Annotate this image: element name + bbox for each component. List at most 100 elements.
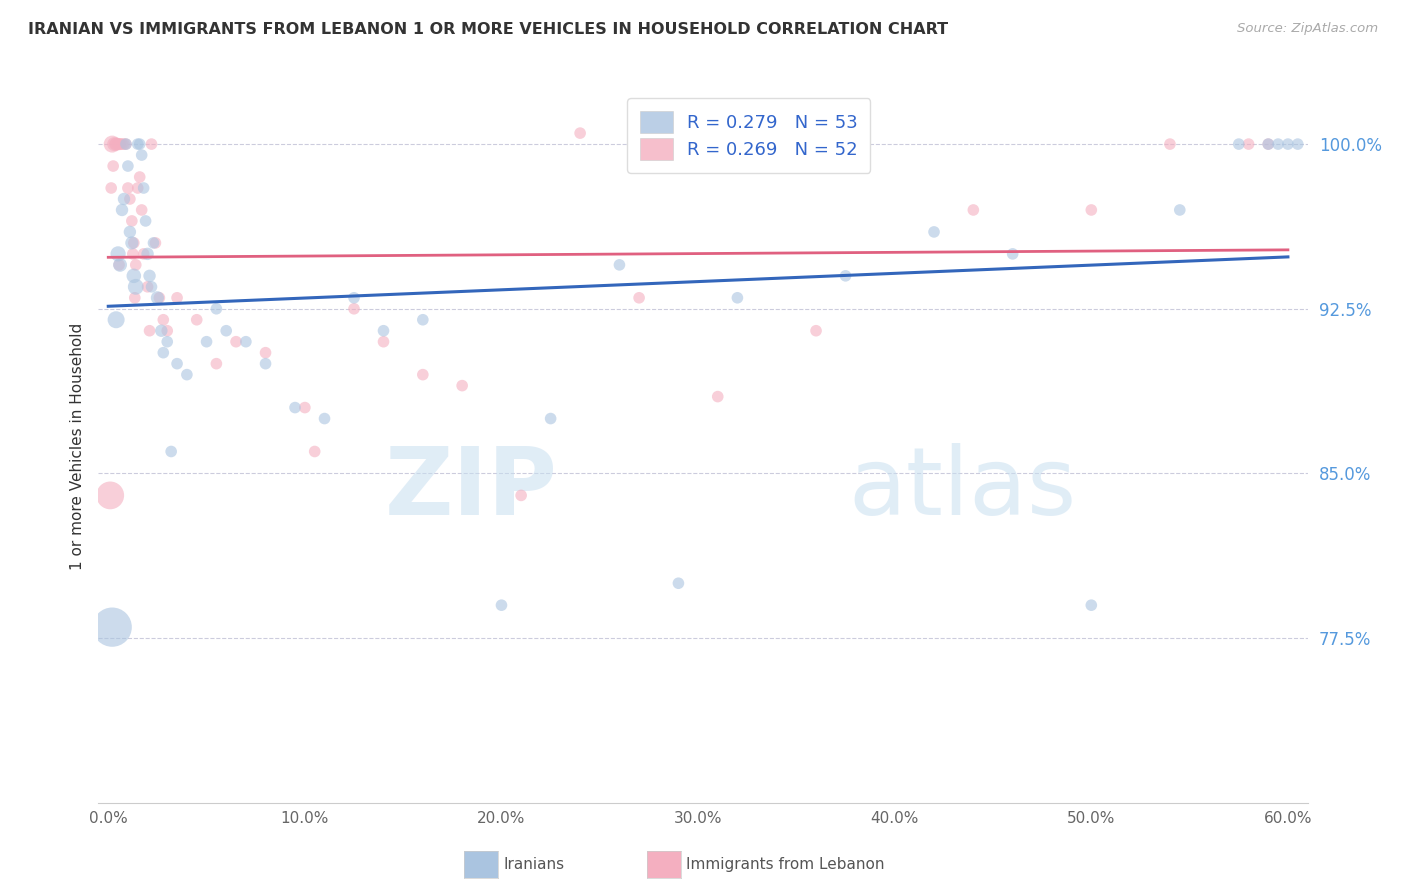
Point	[121, 235, 143, 250]
Point	[609, 258, 631, 272]
Legend: R = 0.279   N = 53, R = 0.269   N = 52: R = 0.279 N = 53, R = 0.269 N = 52	[627, 98, 870, 173]
Point	[491, 598, 513, 612]
Point	[127, 137, 149, 152]
Point	[628, 291, 651, 305]
Point	[343, 301, 366, 316]
Point	[108, 137, 131, 152]
Point	[1080, 598, 1102, 612]
Point	[1168, 202, 1191, 217]
Point	[145, 235, 167, 250]
Point	[1159, 137, 1181, 152]
Point	[136, 280, 159, 294]
Point	[136, 247, 159, 261]
Point	[111, 137, 134, 152]
Point	[100, 181, 122, 195]
Text: IRANIAN VS IMMIGRANTS FROM LEBANON 1 OR MORE VEHICLES IN HOUSEHOLD CORRELATION C: IRANIAN VS IMMIGRANTS FROM LEBANON 1 OR …	[28, 22, 948, 37]
Point	[132, 247, 155, 261]
Point	[195, 334, 218, 349]
Point	[254, 345, 277, 359]
Point	[205, 301, 228, 316]
Point	[166, 291, 188, 305]
Point	[1286, 137, 1309, 152]
Point	[834, 268, 856, 283]
Point	[112, 137, 135, 152]
Point	[125, 258, 148, 272]
Point	[1001, 247, 1024, 261]
Point	[148, 291, 170, 305]
Point	[142, 235, 165, 250]
Point	[103, 137, 125, 152]
Text: Source: ZipAtlas.com: Source: ZipAtlas.com	[1237, 22, 1378, 36]
Point	[118, 225, 141, 239]
Point	[804, 324, 827, 338]
Point	[510, 488, 533, 502]
Point	[128, 137, 150, 152]
Point	[132, 181, 155, 195]
Point	[131, 148, 153, 162]
Point	[108, 258, 131, 272]
Point	[1257, 137, 1279, 152]
Point	[138, 268, 160, 283]
Point	[1237, 137, 1260, 152]
Point	[121, 214, 143, 228]
Point	[314, 411, 336, 425]
Point	[117, 159, 139, 173]
Point	[540, 411, 562, 425]
Point	[304, 444, 326, 458]
Point	[101, 620, 124, 634]
Point	[412, 368, 434, 382]
Point	[141, 137, 163, 152]
Point	[166, 357, 188, 371]
Point	[225, 334, 247, 349]
Point	[725, 291, 748, 305]
Point	[122, 235, 145, 250]
Point	[107, 137, 129, 152]
Point	[118, 192, 141, 206]
Point	[1277, 137, 1299, 152]
Point	[569, 126, 592, 140]
Point	[284, 401, 307, 415]
Point	[124, 291, 146, 305]
Point	[127, 181, 149, 195]
Text: atlas: atlas	[848, 442, 1077, 535]
Point	[160, 444, 183, 458]
Point	[156, 334, 179, 349]
Point	[111, 202, 134, 217]
Point	[135, 214, 157, 228]
Point	[104, 137, 127, 152]
Point	[150, 324, 173, 338]
Point	[1257, 137, 1279, 152]
Point	[141, 280, 163, 294]
Point	[125, 280, 148, 294]
Point	[922, 225, 945, 239]
Point	[1267, 137, 1289, 152]
Point	[115, 137, 138, 152]
Point	[146, 291, 169, 305]
Point	[115, 137, 138, 152]
Text: Immigrants from Lebanon: Immigrants from Lebanon	[686, 857, 884, 871]
Point	[668, 576, 690, 591]
Point	[112, 192, 135, 206]
Point	[235, 334, 257, 349]
Point	[373, 334, 395, 349]
Point	[294, 401, 316, 415]
Point	[1227, 137, 1250, 152]
Point	[706, 390, 728, 404]
Point	[412, 312, 434, 326]
Point	[152, 345, 174, 359]
Point	[215, 324, 238, 338]
Point	[105, 137, 128, 152]
Text: ZIP: ZIP	[385, 442, 558, 535]
Point	[107, 247, 129, 261]
Point	[373, 324, 395, 338]
Y-axis label: 1 or more Vehicles in Household: 1 or more Vehicles in Household	[69, 322, 84, 570]
Point	[138, 324, 160, 338]
Point	[156, 324, 179, 338]
Text: Iranians: Iranians	[503, 857, 564, 871]
Point	[105, 312, 128, 326]
Point	[962, 202, 984, 217]
Point	[101, 159, 124, 173]
Point	[121, 247, 143, 261]
Point	[1080, 202, 1102, 217]
Point	[131, 202, 153, 217]
